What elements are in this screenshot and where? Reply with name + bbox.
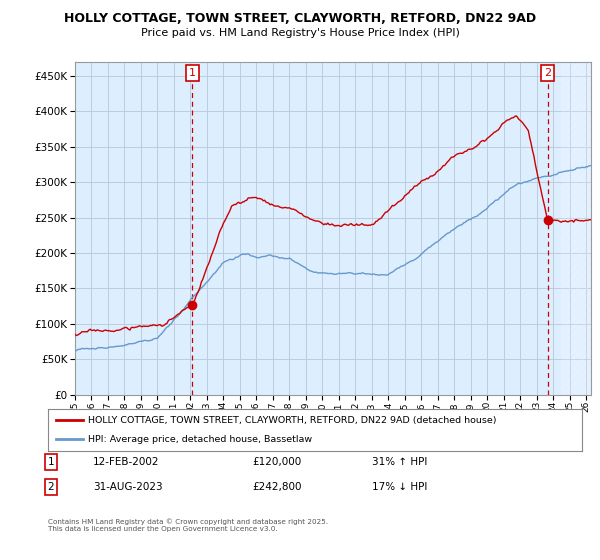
Text: 12-FEB-2002: 12-FEB-2002 [93, 457, 160, 467]
Bar [562, 62, 600, 395]
Text: HOLLY COTTAGE, TOWN STREET, CLAYWORTH, RETFORD, DN22 9AD (detached house): HOLLY COTTAGE, TOWN STREET, CLAYWORTH, R… [88, 416, 497, 424]
Text: HPI: Average price, detached house, Bassetlaw: HPI: Average price, detached house, Bass… [88, 435, 312, 444]
Text: Contains HM Land Registry data © Crown copyright and database right 2025.
This d: Contains HM Land Registry data © Crown c… [48, 518, 328, 531]
Text: 1: 1 [189, 68, 196, 78]
Text: £242,800: £242,800 [252, 482, 302, 492]
Text: 17% ↓ HPI: 17% ↓ HPI [372, 482, 427, 492]
Text: 2: 2 [47, 482, 55, 492]
Text: 1: 1 [47, 457, 55, 467]
Text: 2: 2 [544, 68, 551, 78]
Text: £120,000: £120,000 [252, 457, 301, 467]
Text: Price paid vs. HM Land Registry's House Price Index (HPI): Price paid vs. HM Land Registry's House … [140, 28, 460, 38]
Text: 31-AUG-2023: 31-AUG-2023 [93, 482, 163, 492]
Text: 31% ↑ HPI: 31% ↑ HPI [372, 457, 427, 467]
Text: HOLLY COTTAGE, TOWN STREET, CLAYWORTH, RETFORD, DN22 9AD: HOLLY COTTAGE, TOWN STREET, CLAYWORTH, R… [64, 12, 536, 25]
